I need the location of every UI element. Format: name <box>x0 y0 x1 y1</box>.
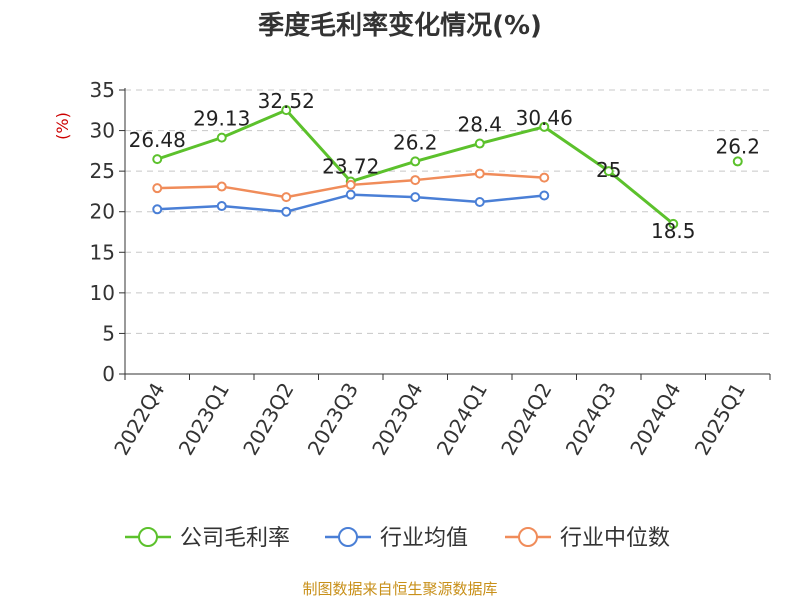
data-point <box>603 166 614 177</box>
series-group <box>152 105 743 229</box>
data-label: 26.2 <box>715 134 760 158</box>
data-point <box>539 121 550 132</box>
x-tick-label: 2025Q1 <box>690 379 750 460</box>
legend-item-label: 公司毛利率 <box>180 526 290 551</box>
data-labels: 26.48 29.13 32.52 23.72 26.2 28.4 30.46 25 18.5 2… <box>129 89 760 243</box>
data-label: 25 <box>596 158 621 182</box>
x-tick-label: 2023Q4 <box>367 379 427 460</box>
grid-lines <box>125 89 770 334</box>
x-tick-label: 2024Q1 <box>432 379 492 460</box>
legend-swatch-marker <box>518 527 538 547</box>
data-label: 23.72 <box>322 155 379 179</box>
y-tick-label: 25 <box>90 159 115 183</box>
y-tick-label: 5 <box>102 321 115 345</box>
legend-item-label: 行业中位数 <box>560 526 670 551</box>
x-tick-label: 2023Q2 <box>238 379 298 460</box>
data-label: 29.13 <box>193 107 250 131</box>
data-label: 28.4 <box>457 113 502 137</box>
data-point <box>152 154 163 165</box>
data-label: 18.5 <box>651 219 696 243</box>
legend: 公司毛利率 行业均值 行业中位数 <box>125 526 670 551</box>
x-tick-label: 2024Q3 <box>561 379 621 460</box>
legend-swatch-marker <box>138 527 158 547</box>
x-tick-label: 2024Q4 <box>625 379 685 460</box>
x-tick-label: 2023Q1 <box>174 379 234 460</box>
data-point <box>345 179 356 190</box>
data-point <box>216 132 227 143</box>
data-point <box>216 181 227 192</box>
legend-item-label: 行业均值 <box>380 526 468 551</box>
x-tick-label: 2023Q3 <box>303 379 363 460</box>
source-note: 制图数据来自恒生聚源数据库 <box>302 580 497 598</box>
y-tick-label: 20 <box>90 200 115 224</box>
data-point <box>732 156 743 167</box>
chart-title: 季度毛利率变化情况(%) <box>258 10 542 41</box>
x-tick-label: 2022Q4 <box>109 379 169 460</box>
data-point <box>668 218 679 229</box>
y-tick-label: 15 <box>90 240 115 264</box>
data-point <box>410 175 421 186</box>
y-axis-label: (%) <box>53 112 72 140</box>
data-point <box>152 204 163 215</box>
data-label: 32.52 <box>258 89 315 113</box>
y-tick-label: 10 <box>90 281 115 305</box>
y-tick-label: 0 <box>102 362 115 386</box>
data-label: 26.2 <box>393 130 438 154</box>
data-point <box>474 168 485 179</box>
data-label: 26.48 <box>129 128 186 152</box>
data-label: 30.46 <box>516 106 573 130</box>
data-point <box>216 201 227 212</box>
data-point <box>410 192 421 203</box>
data-point <box>281 206 292 217</box>
data-point <box>152 183 163 194</box>
x-tick-label: 2024Q2 <box>496 379 556 460</box>
data-point <box>474 196 485 207</box>
data-point <box>539 190 550 201</box>
data-point <box>410 156 421 167</box>
y-tick-label: 30 <box>90 119 115 143</box>
y-tick-label: 35 <box>90 78 115 102</box>
legend-swatch-marker <box>338 527 358 547</box>
data-point <box>539 172 550 183</box>
data-point <box>345 189 356 200</box>
data-point <box>474 138 485 149</box>
data-point <box>281 105 292 116</box>
data-point <box>281 192 292 203</box>
